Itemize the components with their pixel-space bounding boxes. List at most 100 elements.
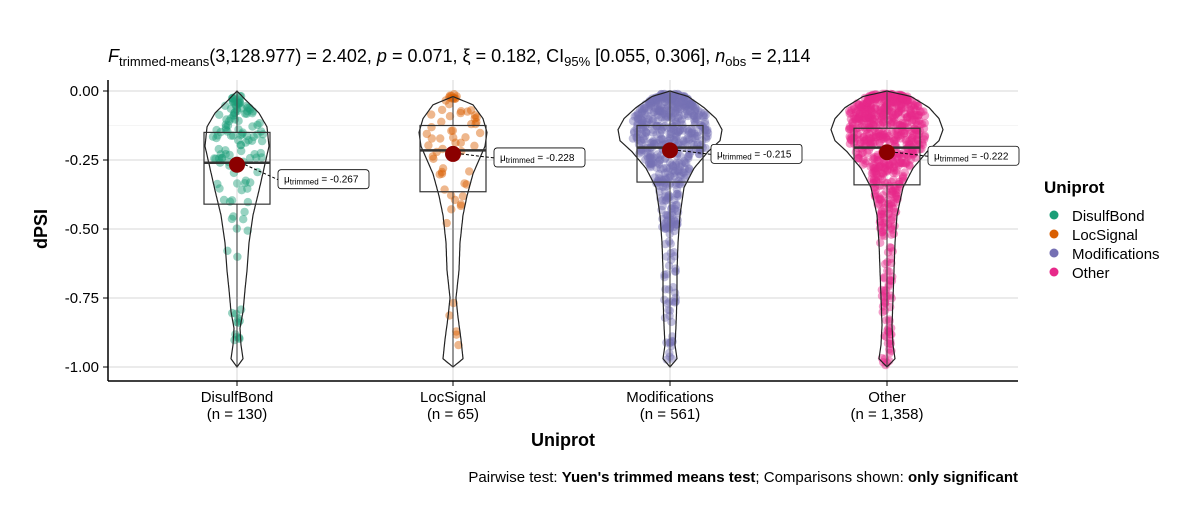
data-point xyxy=(649,137,659,146)
mean-label-connector xyxy=(244,164,279,181)
data-point xyxy=(889,166,899,175)
data-point xyxy=(685,98,694,107)
data-point xyxy=(693,113,702,122)
data-point xyxy=(661,111,670,120)
data-point xyxy=(680,100,689,109)
data-point xyxy=(646,158,655,168)
data-point xyxy=(870,152,879,162)
data-point xyxy=(641,103,650,113)
data-point xyxy=(880,97,889,107)
data-point xyxy=(899,129,909,138)
data-point xyxy=(897,153,906,162)
data-point xyxy=(881,158,890,168)
data-point xyxy=(652,163,661,172)
data-point xyxy=(241,138,250,147)
data-point xyxy=(636,136,645,146)
data-point xyxy=(910,116,919,125)
data-point xyxy=(449,133,458,142)
data-point xyxy=(232,102,241,111)
data-point xyxy=(854,154,863,163)
data-point xyxy=(886,223,895,233)
data-point xyxy=(889,137,899,146)
data-point xyxy=(679,136,688,145)
data-point xyxy=(900,95,909,105)
data-point xyxy=(875,138,884,148)
data-point xyxy=(889,134,898,143)
data-point xyxy=(860,113,869,123)
data-point xyxy=(866,134,875,143)
data-point xyxy=(893,127,902,137)
data-point xyxy=(691,113,700,123)
data-point xyxy=(658,176,667,186)
data-point xyxy=(882,187,891,196)
data-point xyxy=(851,134,860,143)
data-point xyxy=(898,174,907,183)
data-point xyxy=(677,159,686,169)
data-point xyxy=(897,130,906,139)
data-point xyxy=(862,98,871,107)
data-point xyxy=(223,127,232,136)
data-point xyxy=(891,98,901,107)
data-point xyxy=(236,92,246,101)
data-point xyxy=(892,166,902,175)
data-point xyxy=(864,136,873,145)
data-point xyxy=(690,107,699,116)
data-point xyxy=(904,151,913,160)
data-point xyxy=(694,149,704,159)
data-point xyxy=(870,137,879,147)
data-point xyxy=(876,108,886,117)
data-point xyxy=(861,110,870,119)
data-point xyxy=(895,177,904,187)
data-point xyxy=(875,132,885,141)
data-point xyxy=(887,215,897,224)
data-point xyxy=(671,293,680,302)
data-point xyxy=(235,98,245,108)
y-tick-label: -0.50 xyxy=(65,221,99,238)
data-point xyxy=(879,123,888,132)
data-point xyxy=(686,139,696,148)
data-point xyxy=(895,131,904,140)
data-point xyxy=(887,120,896,129)
data-point xyxy=(667,160,676,170)
trimmed-mean-point xyxy=(229,156,245,173)
data-point xyxy=(879,210,888,219)
data-point xyxy=(885,191,895,200)
data-point xyxy=(680,173,690,182)
data-point xyxy=(658,196,667,205)
data-point xyxy=(669,135,679,145)
data-point xyxy=(659,164,668,173)
data-point xyxy=(456,138,465,147)
data-point xyxy=(667,204,676,213)
data-point xyxy=(861,114,870,123)
data-point xyxy=(672,97,681,106)
axes: DisulfBond(n = 130) LocSignal(n = 65) Modi… xyxy=(65,80,1018,423)
data-point xyxy=(913,120,922,130)
data-point xyxy=(637,129,647,139)
data-point xyxy=(694,106,703,115)
data-point xyxy=(895,120,904,130)
data-point xyxy=(683,125,692,134)
data-point xyxy=(246,178,255,187)
data-point xyxy=(666,110,676,119)
data-point xyxy=(667,93,676,103)
data-point xyxy=(684,152,693,161)
data-point xyxy=(215,110,224,120)
x-axis-title: Uniprot xyxy=(531,430,595,450)
caption-test: Yuen's trimmed means test xyxy=(561,469,756,486)
data-point xyxy=(646,153,655,162)
data-point xyxy=(887,201,896,210)
data-point xyxy=(673,166,682,175)
data-point xyxy=(915,116,924,126)
data-point xyxy=(673,206,682,216)
data-point xyxy=(670,222,679,232)
x-tick-label: DisulfBond xyxy=(201,389,274,406)
data-point xyxy=(909,100,918,110)
caption-shown: only significant xyxy=(907,469,1018,486)
data-point xyxy=(901,98,910,107)
data-point xyxy=(877,113,887,122)
data-point xyxy=(854,129,863,139)
data-point xyxy=(888,187,897,196)
data-point xyxy=(672,200,682,209)
data-point xyxy=(641,155,650,164)
data-point xyxy=(646,101,656,111)
